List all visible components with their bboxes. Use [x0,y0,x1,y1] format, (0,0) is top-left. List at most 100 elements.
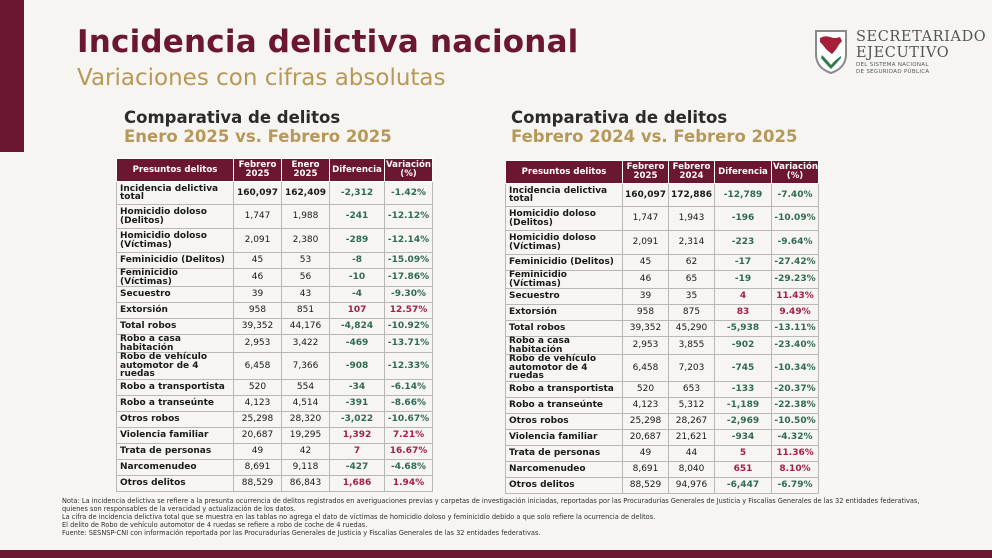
variation-cell: 11.36% [771,444,819,462]
table-row: Homicidio doloso (Víctimas) 2,091 2,380 -28… [116,228,433,253]
table-row: Trata de personas 49 42 7 16.67% [116,442,433,460]
difference-cell: -5,938 [714,320,772,337]
table-row: Otros delitos 88,529 94,976 -6,447 -6.79% [505,476,819,494]
difference-cell: 83 [714,304,772,321]
left-accent-bar [0,0,24,152]
variation-cell: -10.50% [771,412,819,430]
difference-cell: -1,189 [714,396,772,414]
difference-cell: -8 [329,252,385,269]
value-cell: 7,366 [281,352,330,380]
row-label: Secuestro [116,286,234,303]
row-label: Otros robos [505,412,623,430]
difference-cell: -902 [714,336,772,355]
page-title: Incidencia delictiva nacional [77,24,579,60]
value-cell: 46 [233,268,282,287]
value-cell: 25,298 [622,412,669,430]
table-row: Homicidio doloso (Delitos) 1,747 1,943 -196… [505,206,819,231]
difference-cell: -19 [714,270,772,289]
left-section-title-line1: Comparativa de delitos [124,108,341,127]
footnote-line: Fuente: SESNSP-CNI con información repor… [62,528,541,537]
variation-cell: -10.34% [771,354,819,382]
value-cell: 65 [668,270,715,289]
value-cell: 4,123 [622,396,669,414]
variation-cell: -4.32% [771,428,819,446]
table-row: Homicidio doloso (Víctimas) 2,091 2,314 -22… [505,230,819,255]
value-cell: 45,290 [668,320,715,337]
value-cell: 2,380 [281,228,330,253]
table-row: Violencia familiar 20,687 21,621 -934 -4.32% [505,428,819,446]
value-cell: 56 [281,268,330,287]
value-cell: 20,687 [233,426,282,444]
secretariado-logo: SECRETARIADO EJECUTIVO DEL SISTEMA NACIO… [813,28,988,78]
difference-cell: -223 [714,230,772,255]
variation-cell: -23.40% [771,336,819,355]
column-header: Presuntos delitos [505,160,623,184]
value-cell: 160,097 [233,181,282,205]
variation-cell: -1.42% [384,181,433,205]
column-header: Variación (%) [384,158,433,182]
difference-cell: 7 [329,442,385,460]
row-label: Violencia familiar [116,426,234,444]
variation-cell: -29.23% [771,270,819,289]
value-cell: 28,267 [668,412,715,430]
difference-cell: -196 [714,206,772,231]
table-row: Homicidio doloso (Delitos) 1,747 1,988 -241… [116,204,433,229]
value-cell: 43 [281,286,330,303]
variation-cell: -9.30% [384,286,433,303]
difference-cell: -427 [329,458,385,476]
value-cell: 9,118 [281,458,330,476]
value-cell: 53 [281,252,330,269]
table-row: Robo a casa habitación 2,953 3,422 -469 -13.… [116,334,433,353]
value-cell: 162,409 [281,181,330,205]
value-cell: 1,747 [233,204,282,229]
row-label: Homicidio doloso (Delitos) [505,206,623,231]
value-cell: 520 [622,380,669,398]
row-label: Extorsión [505,304,623,321]
row-label: Robo a transeúnte [116,394,234,412]
table-row: Otros robos 25,298 28,320 -3,022 -10.67% [116,410,433,428]
row-label: Robo a casa habitación [505,336,623,355]
value-cell: 2,953 [233,334,282,353]
variation-cell: -10.09% [771,206,819,231]
table-header-row: Presuntos delitos Febrero 2025 Febrero 202… [505,160,819,184]
table-row: Total robos 39,352 45,290 -5,938 -13.11% [505,320,819,337]
value-cell: 5,312 [668,396,715,414]
value-cell: 45 [622,254,669,271]
bottom-accent-bar [0,550,992,558]
value-cell: 4,514 [281,394,330,412]
table-row: Extorsión 958 851 107 12.57% [116,302,433,319]
difference-cell: -934 [714,428,772,446]
value-cell: 8,691 [233,458,282,476]
table-row: Narcomenudeo 8,691 9,118 -427 -4.68% [116,458,433,476]
variation-cell: -12.14% [384,228,433,253]
row-label: Feminicidio (Víctimas) [505,270,623,289]
value-cell: 39,352 [233,318,282,335]
variation-cell: -6.14% [384,378,433,396]
value-cell: 44,176 [281,318,330,335]
table-row: Extorsión 958 875 83 9.49% [505,304,819,321]
difference-cell: -12,789 [714,183,772,207]
footnote-line: Nota: La incidencia delictiva se refiere… [62,497,920,505]
logo-text-line2: EJECUTIVO [856,45,950,61]
table-row: Robo de vehículo automotor de 4 ruedas 6,… [116,352,433,380]
difference-cell: 4 [714,288,772,305]
row-label: Robo a transportista [116,378,234,396]
row-label: Incidencia delictiva total [116,181,234,205]
value-cell: 8,040 [668,460,715,478]
value-cell: 1,988 [281,204,330,229]
value-cell: 45 [233,252,282,269]
value-cell: 3,422 [281,334,330,353]
difference-cell: -133 [714,380,772,398]
table-row: Otros delitos 88,529 86,843 1,686 1.94% [116,474,433,492]
row-label: Narcomenudeo [116,458,234,476]
difference-cell: -241 [329,204,385,229]
footnote-line: La cifra de incidencia delictiva total q… [62,512,656,521]
left-section-title: Comparativa de delitos Enero 2025 vs. Fe… [124,108,392,146]
value-cell: 958 [622,304,669,321]
value-cell: 851 [281,302,330,319]
logo-text-line3: DEL SISTEMA NACIONAL DE SEGURIDAD PÚBLIC… [856,62,929,76]
value-cell: 2,314 [668,230,715,255]
variation-cell: 12.57% [384,302,433,319]
value-cell: 39 [233,286,282,303]
row-label: Homicidio doloso (Víctimas) [505,230,623,255]
